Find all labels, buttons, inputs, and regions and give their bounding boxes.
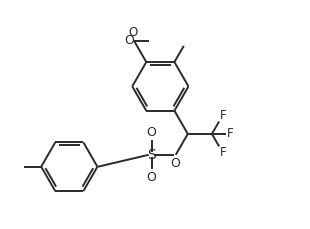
Text: F: F bbox=[227, 127, 233, 140]
Text: O: O bbox=[124, 34, 134, 46]
Text: F: F bbox=[219, 146, 226, 159]
Text: O: O bbox=[147, 171, 157, 184]
Text: O: O bbox=[170, 157, 180, 170]
Text: O: O bbox=[128, 26, 138, 39]
Text: S: S bbox=[147, 148, 156, 162]
Text: O: O bbox=[147, 126, 157, 139]
Text: F: F bbox=[219, 109, 226, 122]
